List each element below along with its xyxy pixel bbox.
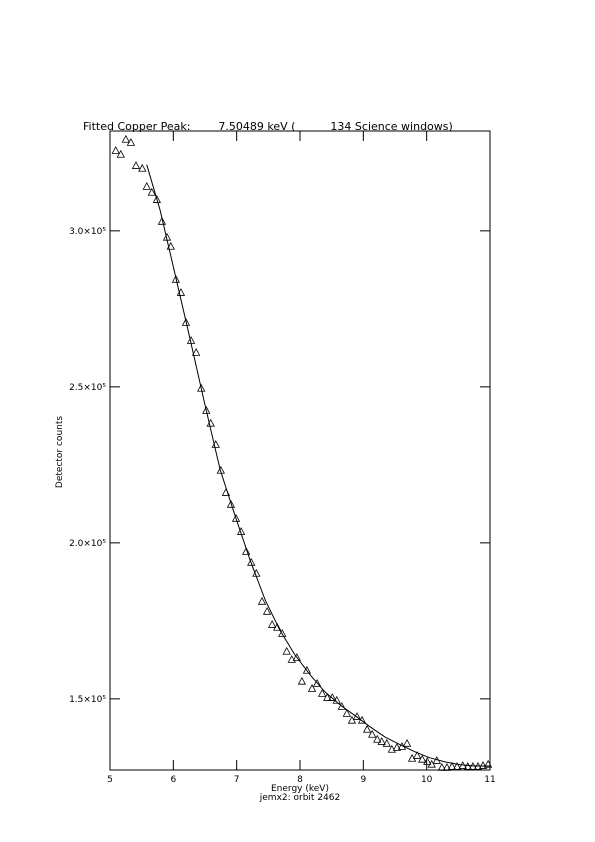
subtitle: jemx2: orbit 2462 xyxy=(259,793,340,803)
data-point xyxy=(282,646,291,655)
data-point xyxy=(412,751,422,759)
data-point xyxy=(241,547,251,555)
data-point xyxy=(231,513,241,522)
data-point xyxy=(463,762,473,770)
data-point xyxy=(181,318,191,326)
x-tick-label: 6 xyxy=(170,775,176,785)
x-tick-label: 10 xyxy=(421,775,433,785)
data-point xyxy=(392,743,402,751)
data-point xyxy=(317,689,327,697)
data-point xyxy=(323,693,332,701)
data-point xyxy=(111,146,120,154)
data-point xyxy=(342,708,352,717)
y-tick-label: 2.0×10⁵ xyxy=(69,539,106,549)
data-point xyxy=(423,757,432,765)
data-point xyxy=(147,187,156,196)
data-point xyxy=(442,762,452,771)
data-point xyxy=(402,738,412,747)
data-point xyxy=(267,620,277,628)
data-point xyxy=(226,499,236,508)
x-tick-label: 11 xyxy=(484,775,495,785)
data-point xyxy=(387,744,397,753)
data-point xyxy=(142,182,151,190)
data-point xyxy=(171,274,181,283)
data-point xyxy=(382,738,391,747)
data-point xyxy=(257,596,267,605)
data-point xyxy=(202,406,211,414)
data-point xyxy=(292,653,302,661)
x-tick-label: 9 xyxy=(360,775,366,785)
fit-line xyxy=(146,164,490,767)
data-point xyxy=(368,729,377,738)
data-point xyxy=(247,557,256,566)
data-point xyxy=(427,759,436,768)
data-point xyxy=(447,762,457,770)
data-point xyxy=(273,622,282,631)
data-point xyxy=(418,754,427,763)
data-point xyxy=(131,161,141,169)
data-point xyxy=(302,665,312,674)
chart-title: Fitted Copper Peak: 7.50489 keV ( 134 Sc… xyxy=(83,120,453,133)
data-point xyxy=(307,684,317,692)
data-point xyxy=(312,679,322,687)
data-point xyxy=(278,629,287,637)
data-point xyxy=(262,606,272,615)
data-point xyxy=(287,655,296,663)
y-tick-label: 2.5×10⁵ xyxy=(69,383,106,393)
data-point xyxy=(452,762,462,770)
data-point xyxy=(138,163,147,172)
data-point xyxy=(478,761,488,769)
data-point xyxy=(373,734,382,743)
data-point xyxy=(191,347,201,356)
data-point xyxy=(362,724,372,733)
data-point xyxy=(157,216,167,225)
x-tick-label: 8 xyxy=(297,775,303,785)
y-axis-label: Detector counts xyxy=(55,416,65,488)
y-tick-label: 3.0×10⁵ xyxy=(69,227,106,237)
data-point xyxy=(377,737,386,745)
x-tick-label: 7 xyxy=(234,775,240,785)
x-axis-label: Energy (keV) xyxy=(271,784,329,794)
data-point xyxy=(152,195,162,203)
data-point xyxy=(337,702,346,710)
data-point xyxy=(437,762,447,771)
data-point xyxy=(166,241,175,250)
y-tick-label: 1.5×10⁵ xyxy=(69,695,106,705)
data-point xyxy=(126,138,136,146)
data-point xyxy=(116,149,125,158)
data-point xyxy=(197,383,206,392)
data-point xyxy=(347,715,357,724)
data-point xyxy=(297,676,307,685)
x-tick-label: 5 xyxy=(107,775,113,785)
data-point xyxy=(121,134,131,143)
data-point xyxy=(483,759,493,768)
